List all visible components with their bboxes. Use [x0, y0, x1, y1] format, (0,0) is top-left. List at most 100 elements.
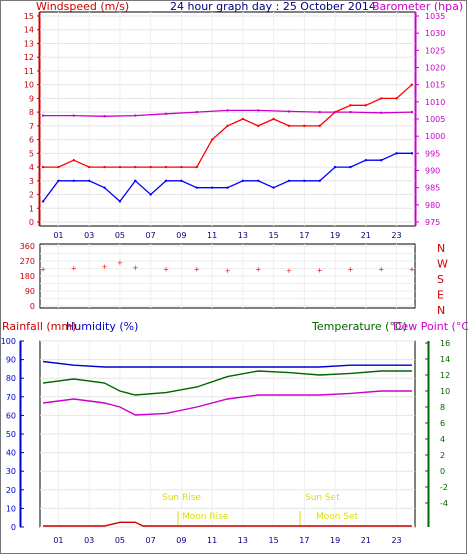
- barometer-tick-label: 1025: [425, 46, 445, 55]
- data-point: [349, 110, 352, 114]
- x-tick-label: 23: [391, 536, 401, 545]
- data-point: [241, 117, 245, 121]
- data-point: [410, 110, 414, 114]
- data-point: [410, 83, 414, 86]
- data-point: [287, 179, 291, 182]
- data-point: [226, 186, 229, 189]
- data-point: [41, 165, 45, 169]
- x-tick-label: 17: [299, 536, 309, 545]
- data-point: [195, 186, 198, 189]
- data-point: [72, 114, 76, 117]
- data-point: [180, 165, 183, 169]
- temperature-tick-label: 0: [440, 467, 445, 476]
- data-point: [210, 138, 214, 141]
- data-point: [257, 179, 260, 182]
- data-point: [195, 110, 198, 114]
- x-tick-label: 15: [269, 231, 279, 240]
- direction-point: +: [348, 266, 354, 274]
- humidity-tick-label: 40: [6, 449, 16, 458]
- data-point: [72, 179, 76, 182]
- data-point: [395, 152, 398, 155]
- windspeed-tick-label: 2: [29, 191, 34, 200]
- data-point: [103, 115, 106, 118]
- data-point: [333, 165, 337, 169]
- barometer-tick-label: 975: [425, 218, 440, 227]
- windspeed-axis-label: Windspeed (m/s): [36, 0, 129, 13]
- sun-set-label: Sun Set: [305, 493, 340, 503]
- humidity-axis-label: Humidity (%): [66, 320, 138, 333]
- humidity-tick-label: 20: [6, 486, 16, 495]
- humidity-tick-label: 30: [6, 467, 16, 476]
- compass-label: E: [437, 289, 444, 302]
- direction-tick-label: 360: [20, 242, 35, 251]
- direction-point: +: [317, 266, 323, 274]
- data-point: [103, 186, 106, 189]
- data-point: [241, 179, 245, 182]
- windspeed-tick-label: 7: [29, 122, 34, 131]
- x-tick-label: 11: [207, 536, 217, 545]
- windspeed-tick-label: 9: [29, 94, 34, 103]
- data-point: [180, 179, 183, 182]
- temperature-tick-label: 8: [440, 403, 445, 412]
- x-tick-label: 03: [84, 231, 94, 240]
- data-point: [195, 165, 198, 169]
- compass-label: S: [437, 273, 444, 286]
- windspeed-tick-label: 13: [24, 39, 34, 48]
- data-point: [57, 179, 60, 182]
- x-tick-label: 05: [115, 231, 125, 240]
- x-tick-label: 05: [115, 536, 125, 545]
- x-tick-label: 19: [330, 536, 340, 545]
- series-line-humidity: [43, 360, 412, 368]
- humidity-tick-label: 80: [6, 374, 16, 383]
- data-point: [379, 159, 383, 162]
- direction-tick-label: 180: [20, 272, 35, 281]
- humidity-tick-label: 100: [1, 337, 16, 346]
- windspeed-tick-label: 3: [29, 177, 34, 186]
- barometer-tick-label: 985: [425, 184, 440, 193]
- temperature-tick-label: -4: [440, 499, 448, 508]
- data-point: [287, 110, 291, 113]
- data-point: [318, 179, 321, 182]
- windspeed-tick-label: 5: [29, 149, 34, 158]
- data-point: [410, 152, 414, 155]
- windspeed-tick-label: 14: [24, 26, 34, 35]
- x-tick-label: 21: [361, 536, 371, 545]
- data-point: [164, 179, 168, 182]
- direction-point: +: [163, 266, 169, 274]
- x-tick-label: 01: [53, 231, 63, 240]
- series-line-rainfall: [43, 521, 412, 527]
- x-tick-label: 07: [146, 231, 156, 240]
- data-point: [226, 109, 229, 112]
- x-tick-label: 11: [207, 231, 217, 240]
- direction-point: +: [378, 266, 384, 274]
- data-point: [87, 165, 91, 169]
- data-point: [87, 179, 91, 182]
- data-point: [257, 124, 260, 128]
- data-point: [226, 124, 229, 128]
- direction-point: +: [117, 259, 123, 267]
- direction-point: +: [194, 266, 200, 274]
- direction-point: +: [286, 267, 292, 275]
- barometer-axis-label: Barometer (hpa): [372, 0, 463, 13]
- temperature-tick-label: 12: [440, 371, 450, 380]
- barometer-tick-label: 1020: [425, 64, 445, 73]
- windspeed-tick-label: 10: [24, 81, 34, 90]
- direction-point: +: [225, 267, 231, 275]
- windspeed-tick-label: 15: [24, 12, 34, 21]
- data-point: [287, 124, 291, 128]
- temperature-tick-label: 4: [440, 435, 445, 444]
- temperature-tick-label: -2: [440, 483, 448, 492]
- barometer-tick-label: 1015: [425, 81, 445, 90]
- direction-point: +: [409, 266, 415, 274]
- data-point: [379, 97, 383, 100]
- compass-label: W: [437, 258, 448, 271]
- windspeed-tick-label: 12: [24, 53, 34, 62]
- data-point: [318, 124, 321, 128]
- x-tick-label: 19: [330, 231, 340, 240]
- x-tick-label: 23: [391, 231, 401, 240]
- dewpoint-axis-label: Dew Point (°C): [393, 320, 468, 333]
